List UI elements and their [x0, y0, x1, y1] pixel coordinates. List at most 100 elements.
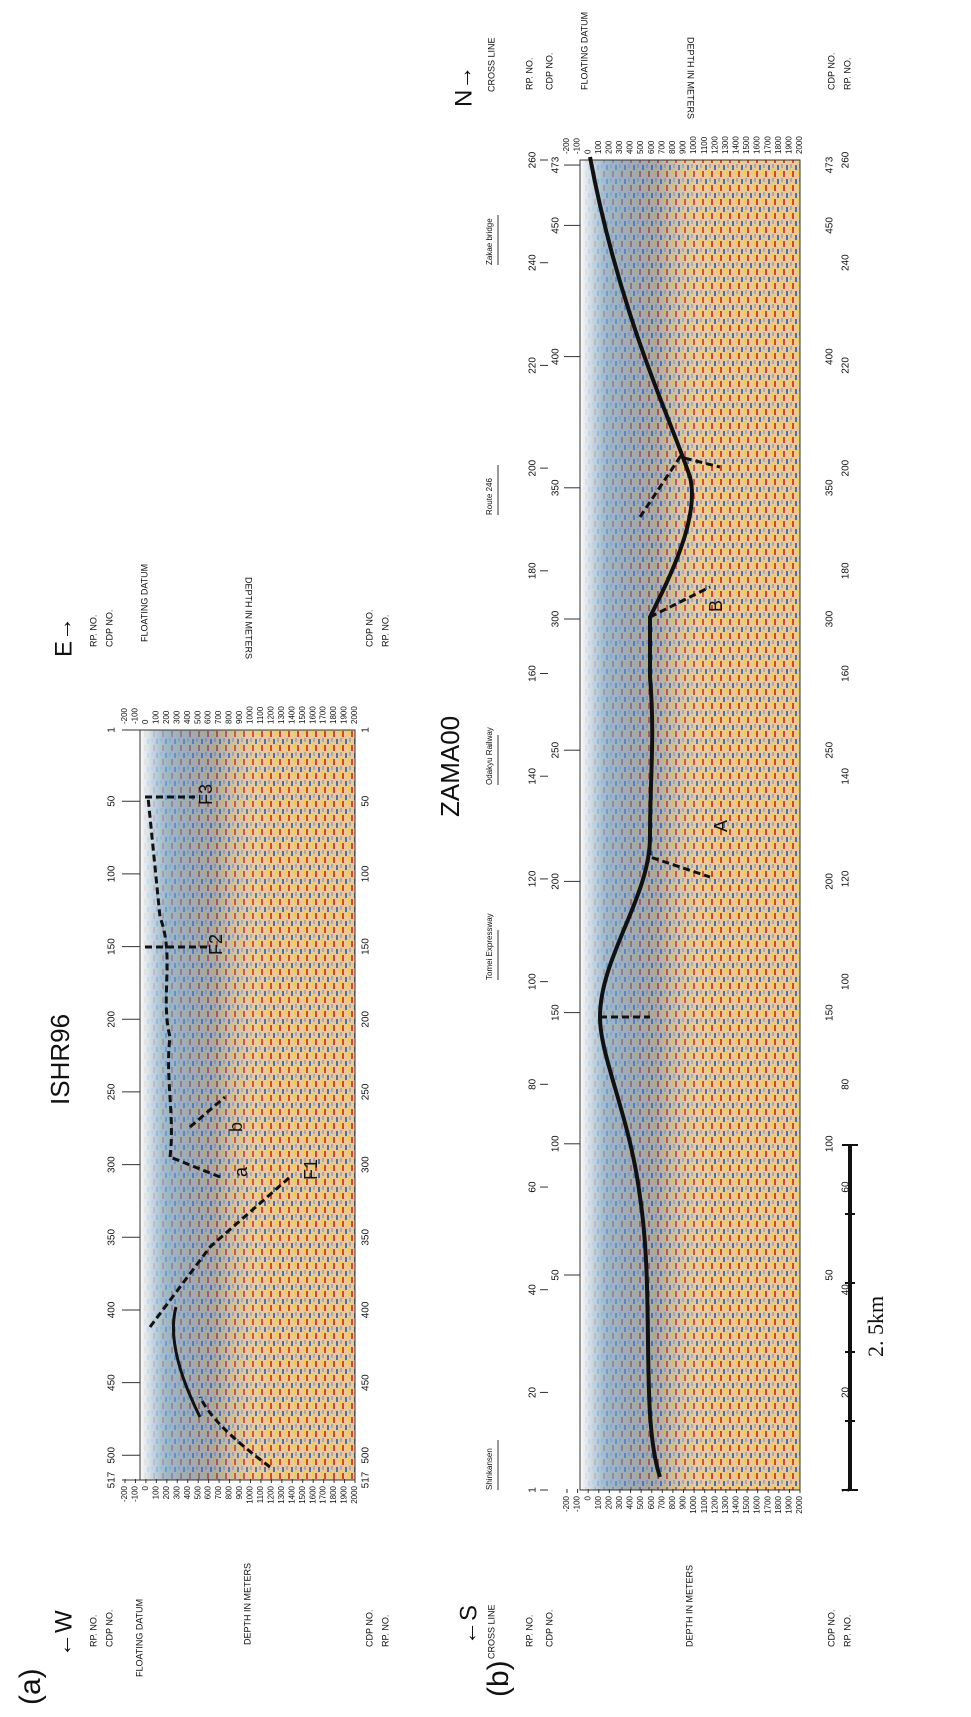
rp-tick-label: 1 — [841, 1487, 852, 1493]
depth-tick-label: 500 — [636, 1495, 645, 1509]
depth-tick-label: 500 — [193, 1485, 202, 1499]
depth-tick-label: 500 — [193, 710, 202, 724]
depth-tick-label: 1200 — [266, 1485, 275, 1503]
depth-tick-label: 100 — [151, 1485, 160, 1499]
depth-tick-label: 300 — [615, 140, 624, 154]
direction-label: E→ — [50, 617, 77, 657]
rp-label: RP. NO. — [380, 615, 390, 647]
rp-tick-label: 20 — [841, 1386, 852, 1398]
rp-tick-label: 180 — [841, 562, 852, 579]
datum-label: FLOATING DATUM — [139, 564, 149, 642]
panel-title: ISHR96 — [45, 1014, 75, 1105]
depth-tick-label: 600 — [647, 1495, 656, 1509]
cdp-tick-label: 300 — [361, 1156, 372, 1173]
seismic-shallow-b — [580, 160, 800, 1490]
cdp-tick-label: 250 — [551, 741, 562, 758]
seismic-shallow-a — [140, 730, 355, 1480]
depth-tick-label: 1500 — [742, 136, 751, 154]
cdp-tick-label: 400 — [107, 1301, 118, 1318]
rp-label: RP. NO. — [380, 1615, 390, 1647]
cdp-label: CDP NO. — [104, 610, 114, 647]
rp-tick-label: 260 — [528, 151, 539, 168]
horizon — [172, 1306, 202, 1418]
depth-tick-label: 1200 — [710, 1495, 719, 1513]
depth-tick-label: 700 — [214, 1485, 223, 1499]
cdp-tick-label: 300 — [107, 1156, 118, 1173]
depth-tick-label: 400 — [183, 710, 192, 724]
depth-tick-label: 1300 — [721, 1495, 730, 1513]
depth-tick-label: 1200 — [266, 706, 275, 724]
depth-tick-label: 400 — [183, 1485, 192, 1499]
rp-label: RP. NO. — [842, 58, 852, 90]
depth-tick-label: 1400 — [287, 1485, 296, 1503]
depth-tick-label: 1100 — [256, 706, 265, 724]
rp-tick-label: 60 — [841, 1181, 852, 1193]
fault-line — [169, 1095, 226, 1179]
depth-label: DEPTH IN METERS — [684, 1565, 694, 1647]
cdp-tick-label: 517 — [107, 1471, 118, 1488]
depth-tick-label: 1400 — [287, 706, 296, 724]
rp-tick-label: 100 — [528, 973, 539, 990]
depth-tick-label: 100 — [594, 1495, 603, 1509]
rp-tick-label: 140 — [528, 767, 539, 784]
direction-label: N→ — [450, 66, 477, 107]
depth-tick-label: 200 — [162, 1485, 171, 1499]
rp-tick-label: 40 — [528, 1284, 539, 1296]
rp-tick-label: 140 — [841, 767, 852, 784]
depth-tick-label: 1700 — [319, 706, 328, 724]
depth-tick-label: 1500 — [298, 1485, 307, 1503]
depth-tick-label: -200 — [120, 707, 129, 724]
depth-tick-label: 2000 — [350, 1485, 359, 1503]
direction-label: ←S — [455, 1605, 482, 1645]
rotated-figure: (a) ISHR96 ←W E→ RP. NO. CDP NO. FLOATIN… — [14, 12, 888, 1705]
cdp-tick-label: 50 — [361, 795, 372, 807]
depth-tick-label: 800 — [668, 140, 677, 154]
depth-tick-label: 1500 — [742, 1495, 751, 1513]
depth-tick-label: 1300 — [721, 136, 730, 154]
rp-label: RP. NO. — [524, 58, 534, 90]
cdp-tick-label: 50 — [825, 1269, 836, 1281]
depth-tick-label: 700 — [657, 1495, 666, 1509]
depth-tick-label: 1600 — [753, 1495, 762, 1513]
depth-tick-label: 1300 — [277, 706, 286, 724]
depth-tick-label: 1800 — [774, 1495, 783, 1513]
panel-label: (b) — [482, 1660, 515, 1697]
cdp-label: CDP NO. — [104, 1610, 114, 1647]
rp-tick-label: 200 — [841, 459, 852, 476]
direction-label: ←W — [50, 1610, 77, 1657]
depth-tick-label: 1600 — [308, 706, 317, 724]
cdp-tick-label: 100 — [361, 865, 372, 882]
place-label: Zakae bridge — [485, 218, 494, 265]
depth-tick-label: 1000 — [689, 136, 698, 154]
panel-label: (a) — [14, 1668, 47, 1705]
rp-tick-label: 200 — [528, 459, 539, 476]
fault-line — [198, 1396, 271, 1469]
depth-tick-label: 1200 — [710, 136, 719, 154]
scale-label: 2. 5km — [863, 1296, 888, 1357]
cdp-tick-label: 400 — [361, 1301, 372, 1318]
rp-tick-label: 80 — [528, 1078, 539, 1090]
cdp-tick-label: 200 — [361, 1010, 372, 1027]
rp-label: RP. NO. — [88, 1615, 98, 1647]
depth-tick-label: 2000 — [350, 706, 359, 724]
feature-label: F3 — [196, 784, 216, 805]
depth-tick-label: 1600 — [753, 136, 762, 154]
rp-tick-label: 120 — [841, 870, 852, 887]
cdp-tick-label: 400 — [551, 348, 562, 365]
cdp-label: CDP NO. — [826, 1610, 836, 1647]
depth-tick-label: 1300 — [277, 1485, 286, 1503]
cdp-tick-label: 1 — [107, 727, 118, 733]
depth-tick-label: 1000 — [246, 1485, 255, 1503]
depth-tick-label: 400 — [626, 1495, 635, 1509]
cdp-tick-label: 200 — [107, 1010, 118, 1027]
cdp-tick-label: 150 — [107, 938, 118, 955]
fault-line — [148, 1175, 291, 1328]
depth-tick-label: 800 — [225, 1485, 234, 1499]
place-label: Tomei Expressway — [485, 913, 494, 980]
depth-tick-label: 1100 — [700, 1495, 709, 1513]
place-label: Route 246 — [485, 478, 494, 515]
depth-tick-label: 0 — [141, 719, 150, 724]
rp-tick-label: 80 — [841, 1078, 852, 1090]
depth-tick-label: 600 — [204, 710, 213, 724]
